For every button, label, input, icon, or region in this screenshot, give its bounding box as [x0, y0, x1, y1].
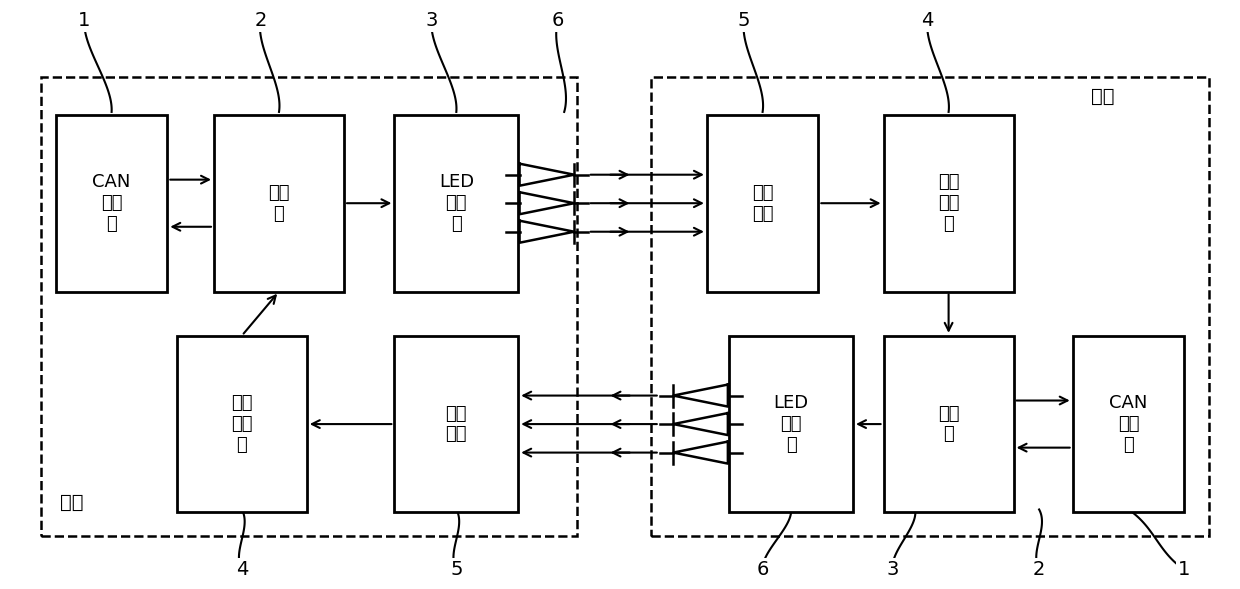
- Text: CAN
收发
器: CAN 收发 器: [1110, 394, 1147, 454]
- Bar: [56, 115, 167, 292]
- Text: 4: 4: [921, 11, 934, 30]
- Bar: [41, 77, 577, 536]
- Text: 6: 6: [552, 11, 564, 30]
- Text: CAN
收发
器: CAN 收发 器: [93, 173, 130, 233]
- Text: LED
驱动
器: LED 驱动 器: [774, 394, 808, 454]
- Text: 1: 1: [78, 11, 91, 30]
- Text: 控制
器: 控制 器: [937, 405, 960, 444]
- Text: 2: 2: [254, 11, 267, 30]
- Text: 5: 5: [450, 560, 463, 579]
- Text: 3: 3: [887, 560, 899, 579]
- Text: 光电
转换
器: 光电 转换 器: [937, 173, 960, 233]
- Text: 1: 1: [1178, 560, 1190, 579]
- Text: 控制
器: 控制 器: [268, 184, 290, 223]
- Bar: [394, 115, 518, 292]
- Bar: [883, 115, 1014, 292]
- Text: 4: 4: [236, 560, 248, 579]
- Text: 5: 5: [738, 11, 750, 30]
- Text: 后车: 后车: [60, 494, 83, 512]
- Text: 光电
转换
器: 光电 转换 器: [231, 394, 253, 454]
- Bar: [1073, 336, 1184, 512]
- Bar: [883, 336, 1014, 512]
- Bar: [651, 77, 1209, 536]
- Text: 前车: 前车: [1091, 87, 1115, 106]
- Text: LED
驱动
器: LED 驱动 器: [439, 173, 474, 233]
- Bar: [707, 115, 818, 292]
- Text: 2: 2: [1033, 560, 1045, 579]
- Text: 6: 6: [756, 560, 769, 579]
- Bar: [394, 336, 518, 512]
- Bar: [729, 336, 853, 512]
- Text: 光接
收器: 光接 收器: [751, 184, 774, 223]
- Bar: [177, 336, 306, 512]
- Bar: [215, 115, 345, 292]
- Text: 光接
收器: 光接 收器: [445, 405, 467, 444]
- Text: 3: 3: [425, 11, 438, 30]
